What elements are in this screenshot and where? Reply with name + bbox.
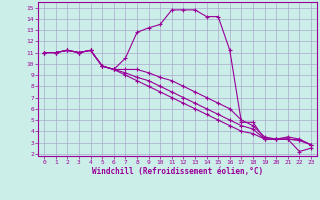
X-axis label: Windchill (Refroidissement éolien,°C): Windchill (Refroidissement éolien,°C) (92, 167, 263, 176)
